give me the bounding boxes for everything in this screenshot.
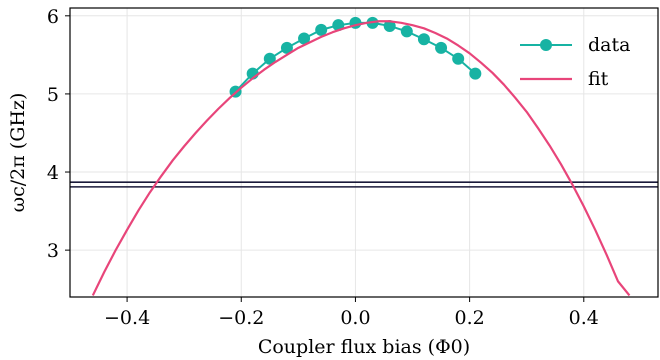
x-tick-label: 0.4 (569, 307, 599, 329)
x-tick-label: −0.2 (218, 307, 264, 329)
plot-series (91, 16, 631, 297)
data-point (298, 32, 311, 45)
data-point (315, 23, 328, 36)
x-axis-ticks: −0.4 −0.2 0.0 0.2 0.4 (104, 297, 599, 329)
y-tick-label: 6 (47, 6, 59, 28)
legend-swatch-marker (540, 39, 552, 51)
y-tick-label: 4 (47, 162, 59, 184)
legend: data fit (520, 34, 630, 90)
data-point (435, 41, 448, 54)
legend-label: fit (588, 68, 609, 90)
x-tick-label: 0.2 (455, 307, 485, 329)
y-axis-ticks: 3 4 5 6 (47, 6, 70, 262)
y-axis-label: ωc/2π (GHz) (7, 93, 29, 213)
legend-label: data (588, 34, 630, 56)
grid (70, 8, 658, 297)
data-point (400, 25, 413, 38)
y-tick-label: 3 (47, 240, 59, 262)
y-tick-label: 5 (47, 84, 59, 106)
plot-frame (69, 7, 659, 298)
data-point (383, 19, 396, 32)
data-point (280, 41, 293, 54)
x-tick-label: −0.4 (104, 307, 150, 329)
x-tick-label: 0.0 (340, 307, 370, 329)
data-point (452, 52, 465, 65)
data-point (417, 33, 430, 46)
data-point (263, 52, 276, 65)
fit-curve (91, 20, 631, 297)
data-point (469, 67, 482, 80)
x-axis-label: Coupler flux bias (Φ0) (258, 336, 470, 358)
horizontal-lines (70, 181, 658, 188)
